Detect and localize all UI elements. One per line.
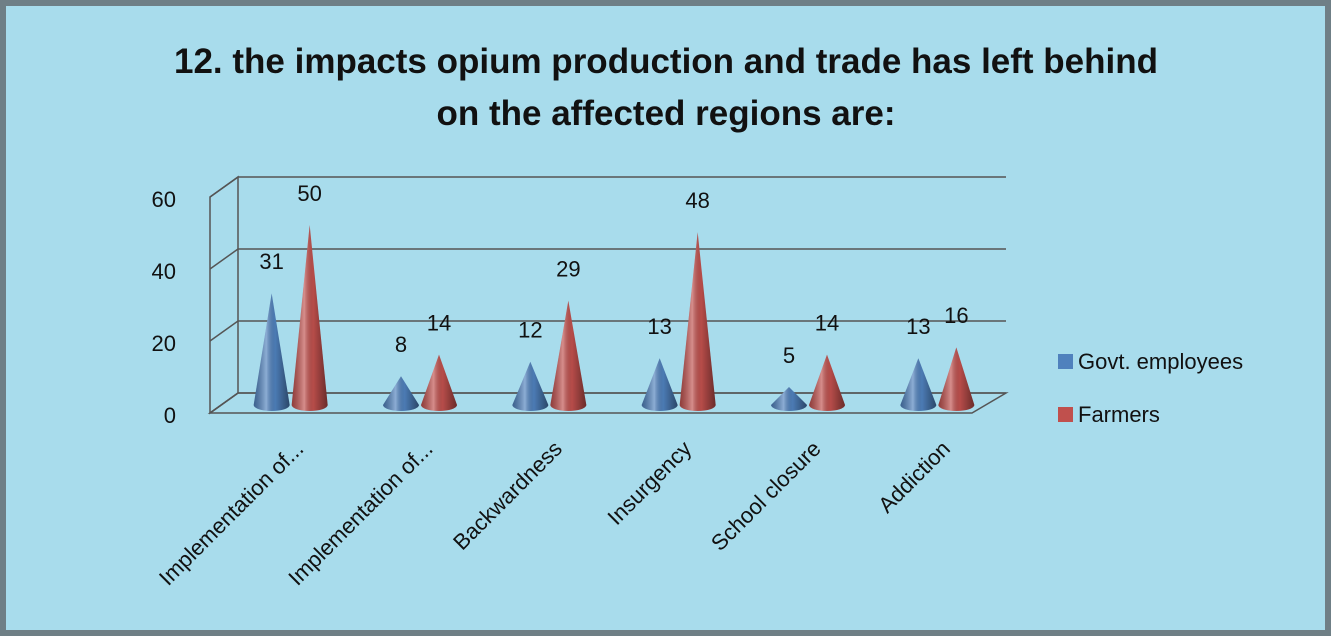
- data-label: 48: [685, 188, 709, 213]
- back-wall: [209, 175, 239, 415]
- cone-shade: [679, 232, 716, 411]
- data-label: 13: [647, 314, 671, 339]
- floor: [207, 392, 1009, 414]
- data-label: 5: [783, 343, 795, 368]
- x-tick-label: Backwardness: [448, 436, 567, 555]
- x-tick-label: School closure: [706, 436, 826, 556]
- cone-shade: [421, 354, 457, 411]
- legend-label: Farmers: [1078, 402, 1160, 427]
- data-label: 50: [297, 181, 321, 206]
- y-tick-label: 60: [152, 187, 176, 212]
- y-tick-label: 0: [164, 403, 176, 428]
- cone: [900, 358, 937, 411]
- grid-line: [209, 176, 1006, 198]
- cone-shade: [383, 376, 419, 411]
- data-label: 16: [944, 303, 968, 328]
- cone: [291, 225, 328, 411]
- grid-line: [209, 320, 1006, 342]
- x-tick-label: Addiction: [873, 436, 955, 518]
- data-label: 14: [427, 310, 451, 335]
- cone: [383, 376, 419, 411]
- chart-title: 12. the impacts opium production and tra…: [174, 42, 1158, 133]
- data-label: 29: [556, 256, 580, 281]
- cone: [679, 232, 716, 411]
- cone-shade: [771, 387, 807, 411]
- data-label: 13: [906, 314, 930, 339]
- cone-shade: [641, 358, 678, 411]
- cone: [253, 293, 290, 411]
- grid-line: [209, 392, 1006, 414]
- cone-shade: [253, 293, 290, 411]
- cone-shade: [809, 354, 845, 411]
- y-tick-label: 40: [152, 259, 176, 284]
- cone: [771, 387, 807, 411]
- legend-swatch: [1058, 407, 1073, 422]
- x-tick-label: Insurgency: [603, 436, 697, 530]
- data-label: 12: [518, 318, 542, 343]
- cone-shade: [291, 225, 328, 411]
- y-tick-label: 20: [152, 331, 176, 356]
- cone: [421, 354, 457, 411]
- cone-shade: [938, 347, 975, 411]
- data-label: 8: [395, 332, 407, 357]
- legend-label: Govt. employees: [1078, 349, 1243, 374]
- cone-shade: [512, 361, 549, 411]
- cone: [938, 347, 975, 411]
- legend-swatch: [1058, 354, 1073, 369]
- cone: [809, 354, 845, 411]
- grid-line: [209, 248, 1006, 270]
- data-label: 31: [259, 249, 283, 274]
- data-label: 14: [815, 310, 839, 335]
- cone: [641, 358, 678, 411]
- x-tick-label: Implementation of...: [154, 436, 308, 590]
- cone: [550, 300, 587, 411]
- x-tick-label: Implementation of...: [283, 436, 437, 590]
- cone-shade: [550, 300, 587, 411]
- cone-shade: [900, 358, 937, 411]
- chart: 0 20 40 60 Implementation of... 31 50 Implement…: [152, 175, 1243, 590]
- cone: [512, 361, 549, 411]
